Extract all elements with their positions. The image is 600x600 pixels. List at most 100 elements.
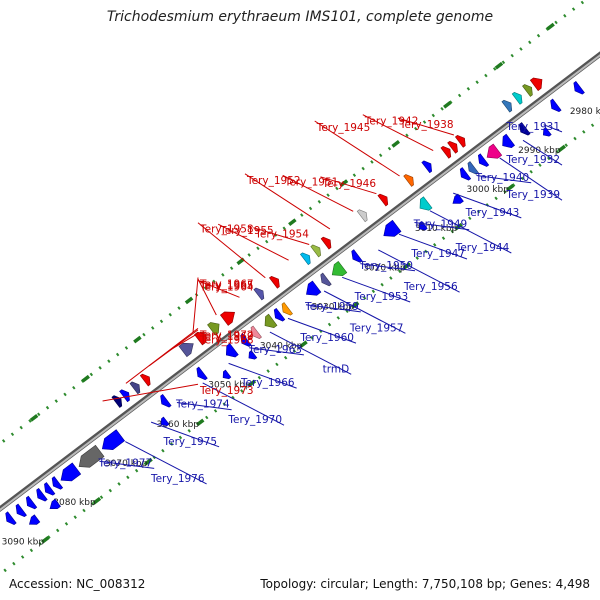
- gene-forward-arrow: [542, 127, 552, 137]
- gene-reverse-arrow: [129, 381, 141, 395]
- gene-forward-arrow: [331, 260, 348, 277]
- gene-forward-arrow: [196, 366, 208, 381]
- major-tick: [546, 22, 555, 31]
- tick-label: 3030 kbp: [312, 302, 355, 312]
- gene-forward-arrow: [15, 503, 27, 518]
- gene-label: Tery_1977: [98, 457, 153, 469]
- gene-forward-arrow: [383, 219, 402, 237]
- gene-forward-arrow: [351, 249, 363, 263]
- label-leader-line: [176, 402, 232, 411]
- gene-forward-arrow: [519, 122, 531, 136]
- backbone-line: [0, 51, 600, 513]
- major-tick: [92, 496, 102, 505]
- accession-text: Accession: NC_008312: [9, 577, 146, 591]
- gene-reverse-arrow: [299, 252, 311, 266]
- tick-label: 3020 kbp: [363, 263, 406, 273]
- label-leader-line: [253, 227, 310, 245]
- gene-forward-arrow: [29, 514, 41, 525]
- gene-forward-arrow: [320, 272, 332, 287]
- label-leader-line: [378, 249, 460, 293]
- gene-forward-arrow: [486, 143, 503, 159]
- label-leader-line: [362, 114, 434, 152]
- gene-forward-arrow: [240, 333, 252, 347]
- gene-reverse-arrow: [194, 331, 207, 346]
- gene-reverse-arrow: [268, 275, 280, 289]
- gene-label: Tery_1949: [413, 219, 468, 231]
- gene-label: Tery_1969: [199, 331, 254, 343]
- label-leader-line: [102, 383, 199, 402]
- gene-label: Tery_1946: [321, 178, 376, 190]
- gene-reverse-arrow: [421, 160, 433, 174]
- gene-label: Tery_1958: [199, 224, 254, 236]
- gene-forward-arrow: [225, 343, 239, 358]
- gene-reverse-arrow: [207, 322, 220, 336]
- label-leader-line: [398, 233, 468, 260]
- gene-label: Tery_1940: [475, 172, 530, 184]
- gene-reverse-arrow: [522, 84, 533, 97]
- major-tick: [494, 61, 504, 70]
- gene-reverse-arrow: [356, 209, 368, 223]
- label-leader-line: [125, 328, 199, 384]
- gene-label: Tery_1957: [349, 322, 404, 334]
- label-leader-line: [197, 280, 240, 298]
- gene-forward-arrow: [248, 350, 258, 360]
- gene-forward-arrow: [101, 429, 126, 451]
- gene-forward-arrow: [51, 476, 64, 490]
- label-leader-line: [125, 441, 207, 485]
- gene-forward-arrow: [281, 302, 293, 316]
- label-leader-line: [217, 223, 289, 261]
- gene-label: Tery_1972: [199, 329, 254, 341]
- backbone-highlight: [0, 54, 600, 512]
- label-leader-line: [192, 277, 199, 333]
- gene-forward-arrow: [250, 325, 262, 340]
- gene-reverse-arrow: [440, 145, 452, 159]
- major-tick: [391, 140, 400, 148]
- gene-label: Tery_1932: [505, 154, 560, 166]
- gene-forward-arrow: [573, 80, 585, 95]
- gene-label: Tery_1945: [316, 122, 371, 134]
- major-tick: [184, 296, 194, 305]
- gene-forward-arrow: [36, 487, 48, 502]
- label-leader-line: [244, 173, 331, 230]
- label-leader-line: [269, 331, 352, 375]
- gene-label: Tery_1976: [150, 473, 205, 485]
- gene-label: Tery_1967: [199, 278, 254, 290]
- gene-reverse-arrow: [178, 342, 194, 358]
- label-leader-line: [320, 176, 377, 195]
- label-leader-line: [429, 210, 512, 254]
- genome-summary-text: Topology: circular; Length: 7,750,108 bp…: [260, 577, 590, 591]
- gene-label: Tery_1955: [219, 225, 274, 237]
- tick-label: 3070 kbp: [105, 459, 148, 469]
- gene-forward-arrow: [477, 153, 490, 167]
- gene-forward-arrow: [502, 133, 516, 149]
- gene-features: [5, 77, 585, 525]
- gene-reverse-arrow: [454, 135, 466, 148]
- gene-reverse-arrow: [511, 91, 523, 105]
- gene-label: Tery_1931: [505, 121, 560, 133]
- label-leader-line: [342, 276, 411, 303]
- major-tick: [133, 335, 142, 344]
- gene-labels: Tery_1931 Tery_1932 Tery_1939 Tery_1940 Tery…: [98, 116, 560, 485]
- gene-forward-arrow: [550, 98, 562, 113]
- label-leader-line: [476, 175, 532, 184]
- tick-label: 3080 kbp: [53, 498, 96, 508]
- label-leader-line: [305, 304, 361, 313]
- gene-label: Tery_1954: [254, 229, 309, 241]
- tick-label: 3000 kbp: [467, 185, 510, 195]
- major-tick: [40, 536, 50, 544]
- tick-label: 3040 kbp: [260, 342, 303, 352]
- gene-forward-arrow: [467, 161, 479, 175]
- major-tick: [299, 340, 308, 349]
- gene-label: Tery_1939: [505, 189, 560, 201]
- tick-label: 3050 kbp: [208, 381, 251, 391]
- gene-reverse-arrow: [377, 193, 389, 207]
- gene-reverse-arrow: [310, 244, 322, 258]
- label-leader-line: [543, 124, 563, 133]
- tick-label: 2980 kbp: [570, 107, 600, 117]
- major-tick: [339, 179, 349, 187]
- gene-label: trmD: [323, 363, 350, 375]
- gene-label: Tery_1966: [240, 377, 295, 389]
- label-leader-line: [197, 222, 266, 279]
